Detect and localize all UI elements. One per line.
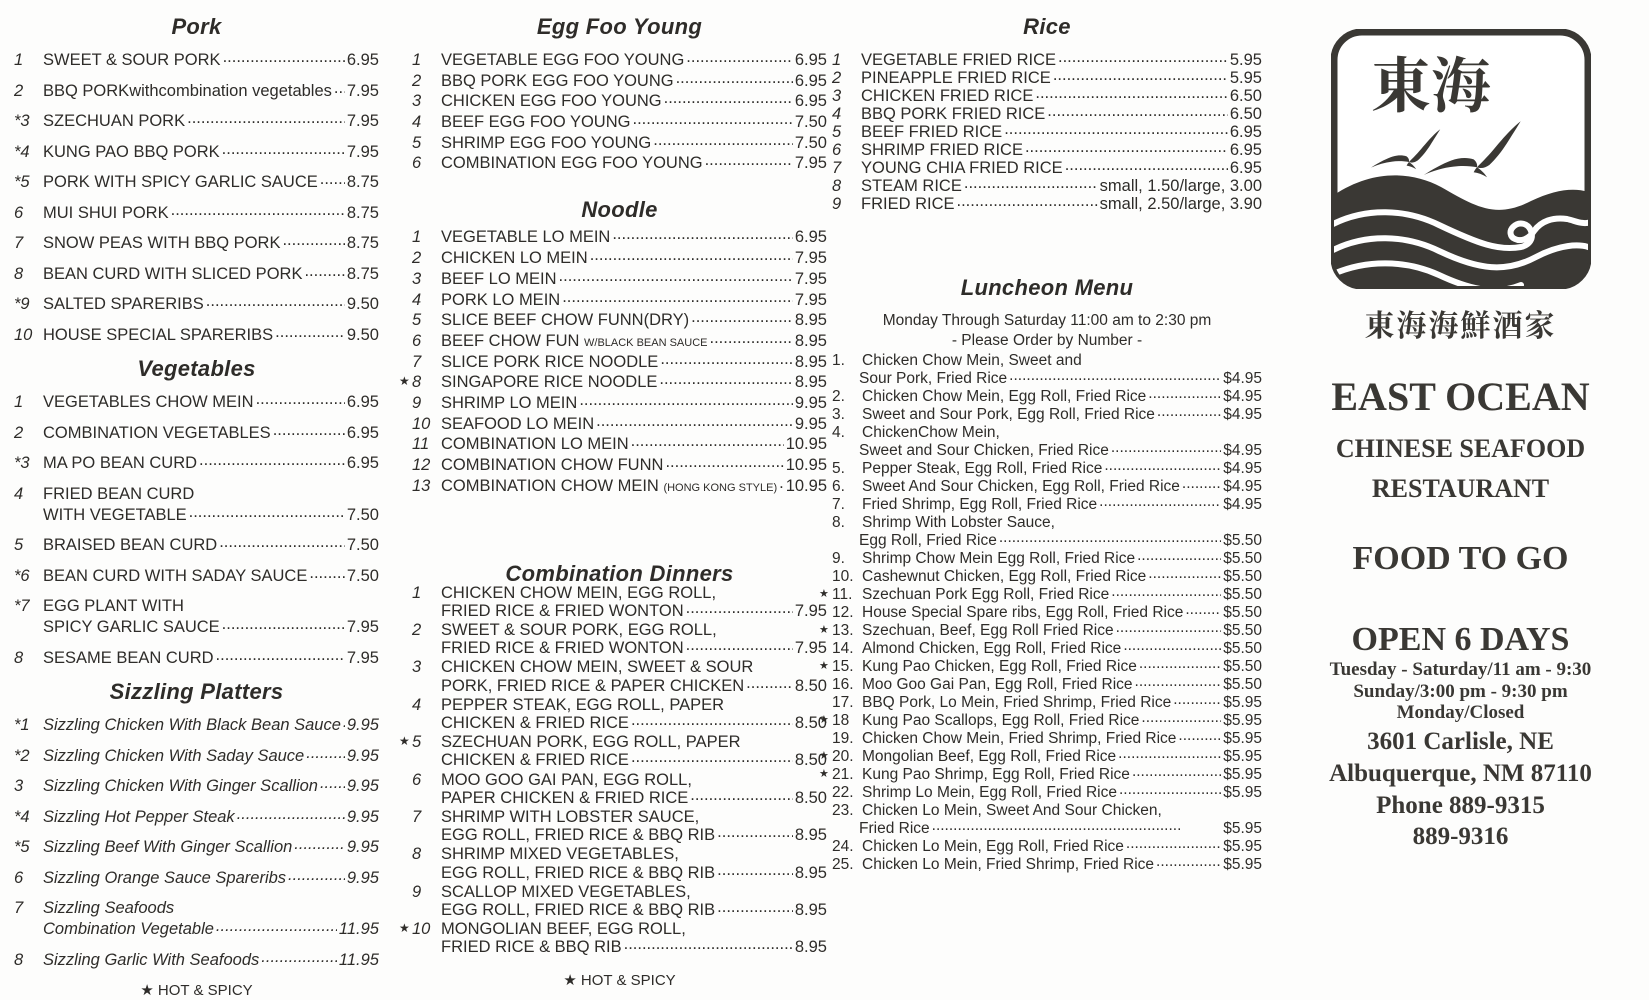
svg-text:東海: 東海 [1371, 39, 1491, 125]
